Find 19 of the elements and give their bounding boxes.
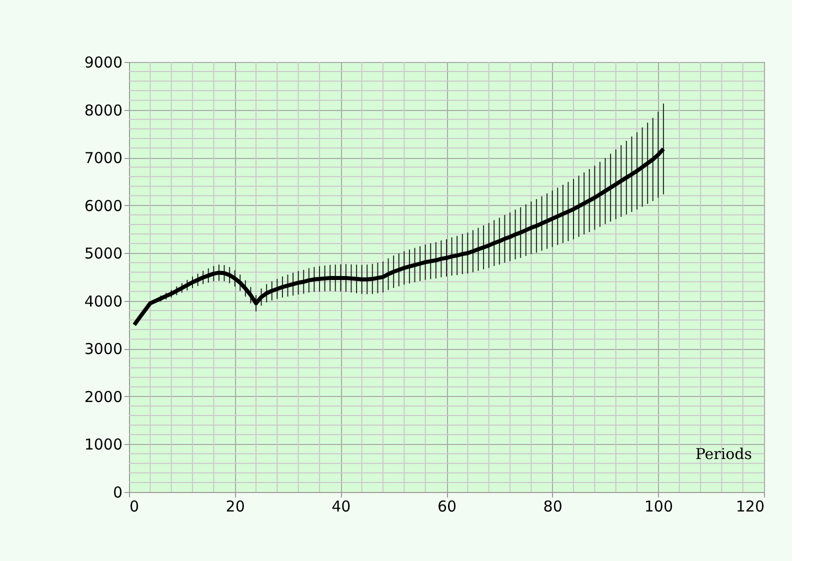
x-tick-label: 120 [736, 498, 764, 516]
y-tick-label: 1000 [84, 436, 122, 454]
y-tick-label: 6000 [84, 196, 122, 215]
y-tick-label: 8000 [84, 101, 122, 120]
y-tick-label: 5000 [84, 244, 122, 263]
x-tick-label: 40 [332, 498, 351, 516]
line-series [132, 146, 666, 327]
x-tick-label: 0 [130, 498, 140, 516]
y-tick-label: 2000 [84, 388, 122, 406]
x-tick-label: 80 [543, 498, 562, 516]
x-axis-title: Periods [695, 445, 752, 463]
y-tick-label: 3000 [84, 340, 122, 358]
y-tick-label: 4000 [84, 292, 122, 310]
x-tick-label: 20 [226, 498, 245, 516]
y-tick-label: 9000 [84, 54, 122, 72]
x-tick-label: 100 [644, 498, 673, 516]
y-tick-label: 0 [112, 484, 122, 502]
y-tick-label: 7000 [84, 149, 122, 168]
x-tick-label: 60 [437, 498, 457, 516]
